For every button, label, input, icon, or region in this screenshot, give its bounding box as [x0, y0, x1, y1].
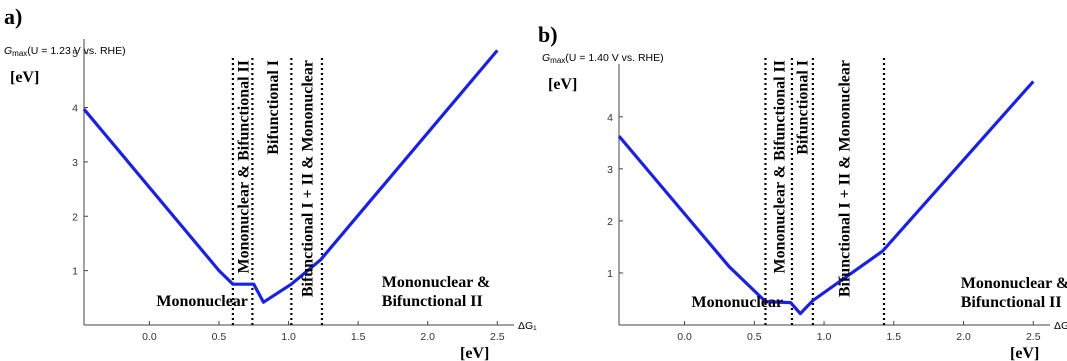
x-axis-title: ΔG₁ — [1054, 320, 1067, 332]
x-tick-label: 0.0 — [142, 331, 157, 343]
y-tick-label: 1 — [72, 266, 78, 278]
y-tick-label: 1 — [607, 268, 613, 280]
y-tick-label: 4 — [607, 112, 613, 124]
x-axis-unit: [eV] — [1010, 345, 1039, 361]
region-label: Mononuclear & Bifunctional II — [772, 60, 789, 274]
region-label: Bifunctional II — [382, 293, 483, 310]
x-tick-label: 2.5 — [1026, 331, 1041, 343]
y-tick-label: 4 — [72, 103, 78, 115]
region-label: Mononuclear — [156, 293, 248, 310]
x-tick-label: 2.0 — [956, 331, 971, 343]
y-tick-label: 5 — [72, 48, 78, 60]
chart-panel-b: b) Gmax(U = 1.40 V vs. RHE) [eV] 1 2 3 4 0.0 0.5… — [538, 22, 1067, 361]
region-label: Mononuclear & — [961, 275, 1067, 292]
region-label: Bifunctional I — [265, 60, 282, 155]
chart-panel-a: a) Gmax(U = 1.23 V vs. RHE) [eV] 1 2 3 4 5 0.0 0.… — [4, 4, 537, 361]
region-label: Bifunctional I + II & Mononuclear — [300, 60, 317, 297]
x-tick-label: 1.0 — [817, 331, 832, 343]
x-tick-label: 1.5 — [886, 331, 901, 343]
y-axis-title: Gmax(U = 1.23 V vs. RHE) — [4, 45, 126, 58]
y-tick-label: 2 — [607, 216, 613, 228]
y-axis-title: Gmax(U = 1.40 V vs. RHE) — [542, 52, 664, 65]
x-tick-label: 0.0 — [677, 331, 692, 343]
y-tick-label: 3 — [607, 164, 613, 176]
region-label: Bifunctional II — [961, 294, 1062, 311]
data-line — [617, 80, 1035, 316]
panel-label: a) — [4, 4, 22, 29]
x-axis-title: ΔG₁ — [518, 320, 537, 332]
region-label: Bifunctional I + II & Mononuclear — [837, 60, 854, 297]
region-label: Mononuclear — [692, 294, 784, 311]
x-tick-label: 2.0 — [420, 331, 435, 343]
x-tick-label: 0.5 — [747, 331, 762, 343]
y-tick-label: 2 — [72, 211, 78, 223]
x-axis-unit: [eV] — [460, 345, 489, 361]
region-label: Mononuclear & Bifunctional II — [236, 60, 253, 274]
y-tick-label: 3 — [72, 157, 78, 169]
region-label: Bifunctional I — [795, 60, 812, 155]
x-tick-label: 1.0 — [281, 331, 296, 343]
region-label: Mononuclear & — [382, 274, 491, 291]
x-tick-label: 1.5 — [351, 331, 366, 343]
x-tick-label: 2.5 — [490, 331, 505, 343]
panel-label: b) — [538, 22, 558, 47]
data-line — [82, 49, 499, 304]
y-axis-unit: [eV] — [10, 69, 39, 86]
x-tick-label: 0.5 — [212, 331, 227, 343]
y-axis-unit: [eV] — [548, 76, 577, 93]
